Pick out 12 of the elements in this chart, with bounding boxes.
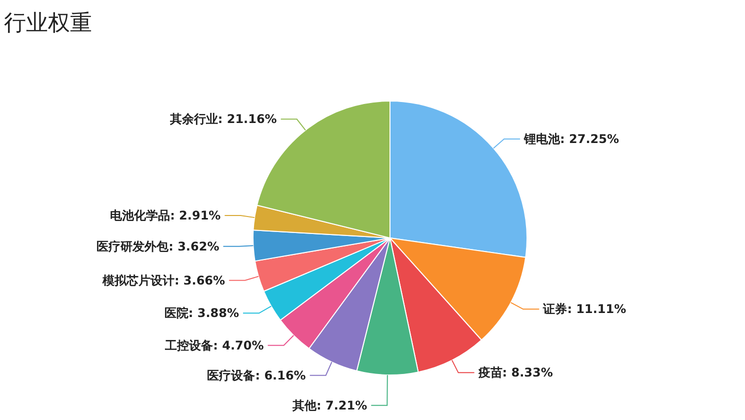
slice-label: 其他: 7.21% (292, 398, 368, 412)
slice-label: 疫苗: 8.33% (477, 366, 553, 380)
chart-title: 行业权重 (4, 11, 92, 36)
slice-label: 证券: 11.11% (542, 302, 626, 316)
slice-label: 工控设备: 4.70% (164, 338, 264, 352)
slice-label: 医疗研发外包: 3.62% (96, 239, 220, 254)
slice-label: 模拟芯片设计: 3.66% (101, 273, 226, 288)
slice-label: 其余行业: 21.16% (168, 112, 277, 126)
slice-label: 锂电池: 27.25% (523, 132, 620, 146)
slice-label: 医疗设备: 6.16% (207, 368, 306, 382)
slice-label: 电池化学品: 2.91% (110, 208, 221, 222)
slice-label: 医院: 3.88% (164, 306, 240, 320)
